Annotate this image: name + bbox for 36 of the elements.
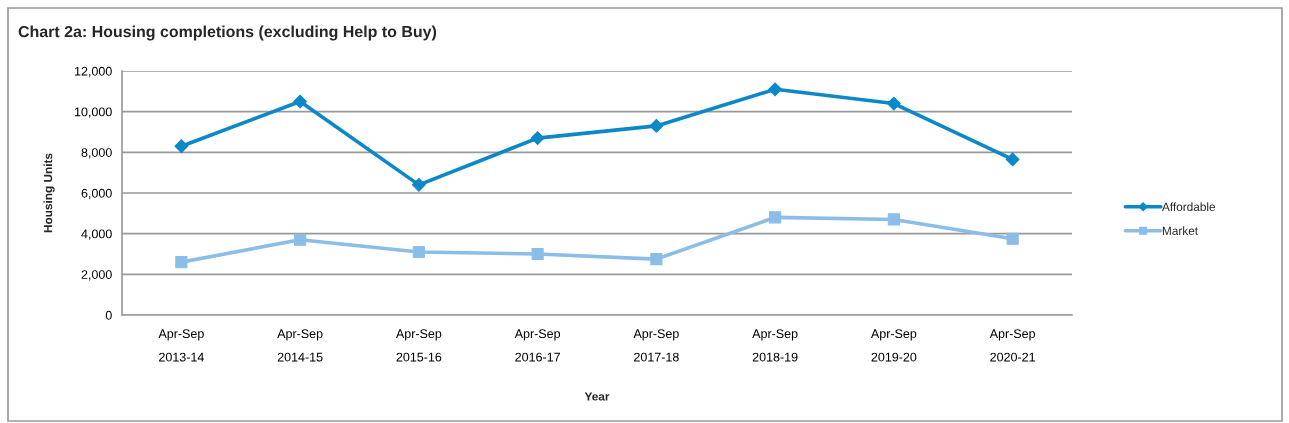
- point: [294, 233, 307, 246]
- x-tick-label: Apr-Sep 2016-17: [514, 329, 561, 362]
- x-axis-title: Year: [584, 392, 610, 401]
- point: [1005, 152, 1020, 167]
- x-tick-label: Apr-Sep 2020-21: [989, 329, 1036, 362]
- y-tick-label: 10,000: [75, 107, 112, 118]
- point: [530, 131, 545, 145]
- point: [1006, 232, 1019, 245]
- point: [768, 82, 783, 97]
- point: [887, 213, 900, 226]
- legend-label: Affordable: [1162, 202, 1216, 212]
- y-tick-label: 6,000: [81, 188, 112, 200]
- x-tick-label: Apr-Sep 2015-16: [395, 329, 442, 362]
- x-tick-label: Apr-Sep 2018-19: [752, 329, 798, 362]
- y-tick-label: 2,000: [81, 270, 112, 281]
- x-tick-label: Apr-Sep 2017-18: [633, 329, 679, 362]
- legend-label: Market: [1162, 226, 1198, 235]
- point: [886, 96, 901, 111]
- x-tick-label: Apr-Sep 2014-15: [277, 329, 323, 362]
- point: [769, 211, 782, 224]
- y-tick-label: 8,000: [81, 148, 112, 159]
- point: [531, 247, 544, 261]
- y-tick-label: 4,000: [81, 229, 112, 240]
- x-tick-label: Apr-Sep 2019-20: [870, 329, 917, 362]
- y-axis-title: Housing Units: [43, 153, 55, 233]
- point: [649, 119, 664, 133]
- point: [412, 245, 425, 259]
- point: [293, 94, 308, 109]
- y-tick-label: 12,000: [75, 66, 112, 78]
- chart-title: Chart 2a: Housing completions (excluding Help to Buy): [18, 25, 437, 41]
- x-tick-label: Apr-Sep 2013-14: [158, 329, 204, 362]
- point: [650, 253, 663, 266]
- point: [411, 177, 426, 192]
- y-tick-label: 0: [105, 310, 112, 320]
- point: [175, 256, 188, 269]
- point: [174, 139, 189, 154]
